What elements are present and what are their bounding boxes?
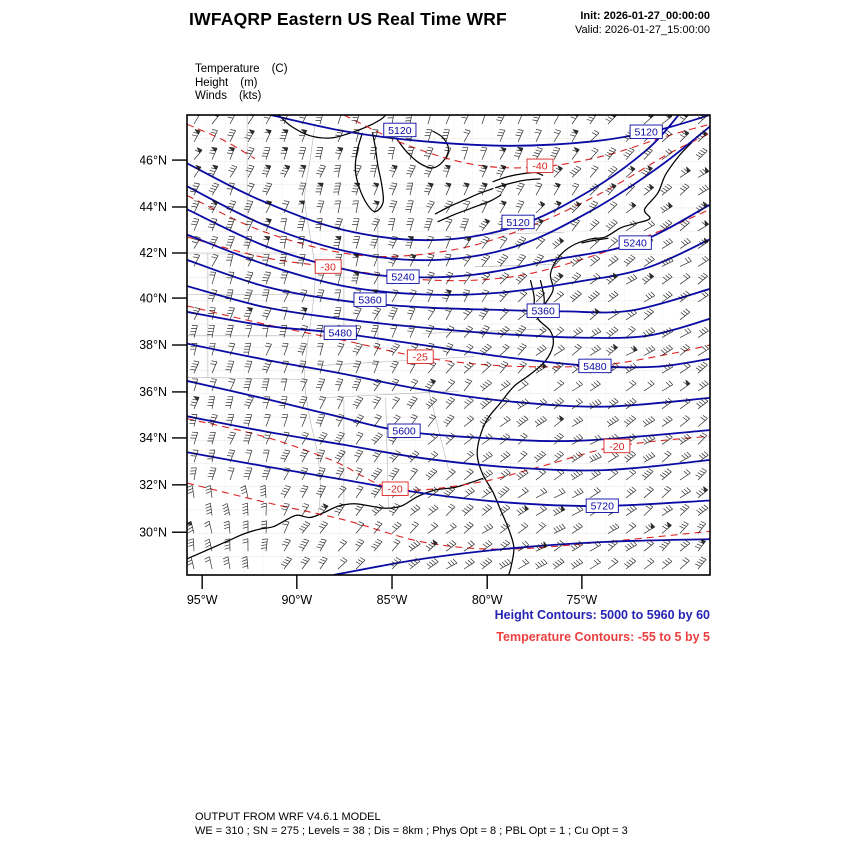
svg-text:5240: 5240 bbox=[624, 237, 648, 249]
svg-text:5600: 5600 bbox=[392, 426, 416, 438]
plot-title: IWFAQRP Eastern US Real Time WRF bbox=[189, 9, 507, 29]
legend-row-height: Height (m) bbox=[195, 77, 288, 91]
temperature-contour-label: -40 bbox=[526, 158, 554, 174]
map-canvas: 5120 5120 5120 5240 5240 5360 5360 5480 5480 5600… bbox=[140, 114, 711, 607]
temperature-contour-label: -20 bbox=[381, 481, 409, 496]
valid-label: Valid: bbox=[575, 24, 602, 36]
y-axis-tick-label: 30°N bbox=[140, 525, 167, 539]
y-axis-tick-label: 44°N bbox=[140, 200, 167, 214]
temperature-contour-caption: Temperature Contours: -55 to 5 by 5 bbox=[496, 630, 710, 644]
footer-line-1: OUTPUT FROM WRF V4.6.1 MODEL bbox=[195, 811, 381, 823]
svg-text:-20: -20 bbox=[609, 441, 624, 453]
height-contour-label: 5240 bbox=[386, 269, 420, 284]
x-axis-tick-label: 80°W bbox=[472, 593, 503, 607]
run-info: Init: 2026-01-27_00:00:00 Valid: 2026-01… bbox=[575, 9, 710, 37]
height-contour-label: 5720 bbox=[585, 498, 619, 513]
y-axis-tick-label: 36°N bbox=[140, 385, 167, 399]
svg-text:-20: -20 bbox=[388, 484, 403, 496]
model-footer: OUTPUT FROM WRF V4.6.1 MODEL WE = 310 ; … bbox=[195, 810, 628, 838]
footer-line-2: WE = 310 ; SN = 275 ; Levels = 38 ; Dis … bbox=[195, 825, 628, 837]
graticule-layer bbox=[187, 115, 710, 575]
height-contour-label: 5360 bbox=[526, 303, 560, 318]
axes-layer: 46°N 44°N 42°N 40°N 38°N 36°N 34°N 32°N 30°N 95°W… bbox=[140, 153, 597, 607]
height-contour-label: 5360 bbox=[353, 292, 387, 307]
svg-text:5120: 5120 bbox=[506, 217, 530, 229]
valid-time: Valid: 2026-01-27_15:00:00 bbox=[575, 23, 710, 37]
y-axis-tick-label: 40°N bbox=[140, 291, 167, 305]
svg-text:-40: -40 bbox=[532, 161, 547, 173]
svg-text:5240: 5240 bbox=[391, 272, 415, 284]
temperature-contour-label: -25 bbox=[406, 349, 434, 364]
field-legend: Temperature (C) Height (m) Winds (kts) bbox=[195, 63, 288, 104]
height-contour-label: 5480 bbox=[323, 325, 357, 340]
init-time: Init: 2026-01-27_00:00:00 bbox=[575, 9, 710, 23]
height-contour-label: 5600 bbox=[387, 423, 421, 438]
legend-row-temperature: Temperature (C) bbox=[195, 63, 288, 77]
svg-text:-30: -30 bbox=[321, 261, 336, 273]
contour-labels-layer: 5120 5120 5120 5240 5240 5360 5360 5480 5480 5600… bbox=[314, 122, 663, 513]
y-axis-tick-label: 42°N bbox=[140, 246, 167, 260]
legend-row-winds: Winds (kts) bbox=[195, 90, 288, 104]
y-axis-tick-label: 38°N bbox=[140, 338, 167, 352]
y-axis-tick-label: 46°N bbox=[140, 153, 167, 167]
init-value: 2026-01-27_00:00:00 bbox=[603, 10, 710, 22]
height-contour-label: 5120 bbox=[501, 214, 535, 230]
x-axis-tick-label: 75°W bbox=[567, 593, 598, 607]
y-axis-tick-label: 34°N bbox=[140, 431, 167, 445]
svg-text:5360: 5360 bbox=[358, 295, 382, 307]
legend-winds-name: Winds bbox=[195, 90, 227, 102]
svg-text:-25: -25 bbox=[413, 352, 428, 364]
svg-text:5120: 5120 bbox=[388, 125, 412, 137]
legend-winds-unit: (kts) bbox=[238, 90, 262, 102]
height-contour-label: 5480 bbox=[578, 358, 612, 374]
legend-height-unit: (m) bbox=[240, 76, 258, 89]
svg-text:5480: 5480 bbox=[329, 328, 353, 340]
svg-text:5480: 5480 bbox=[583, 361, 607, 373]
height-contour-caption: Height Contours: 5000 to 5960 by 60 bbox=[494, 608, 710, 622]
temperature-contour-label: -30 bbox=[314, 259, 342, 274]
svg-text:5720: 5720 bbox=[591, 501, 615, 513]
height-contour-label: 5120 bbox=[629, 124, 663, 139]
x-axis-tick-label: 95°W bbox=[187, 593, 218, 607]
valid-value: 2026-01-27_15:00:00 bbox=[604, 24, 710, 36]
height-contour-label: 5240 bbox=[618, 235, 652, 250]
x-axis-tick-label: 90°W bbox=[281, 593, 312, 607]
legend-height-name: Height bbox=[195, 76, 229, 89]
y-axis-tick-label: 32°N bbox=[140, 478, 167, 492]
temperature-contour-label: -20 bbox=[603, 438, 631, 454]
init-label: Init: bbox=[580, 10, 601, 22]
svg-text:5120: 5120 bbox=[635, 127, 659, 139]
height-contour-label: 5120 bbox=[383, 122, 417, 138]
legend-temperature-unit: (C) bbox=[271, 63, 288, 75]
svg-text:5360: 5360 bbox=[531, 306, 555, 318]
x-axis-tick-label: 85°W bbox=[377, 593, 408, 607]
legend-temperature-name: Temperature bbox=[195, 63, 260, 75]
